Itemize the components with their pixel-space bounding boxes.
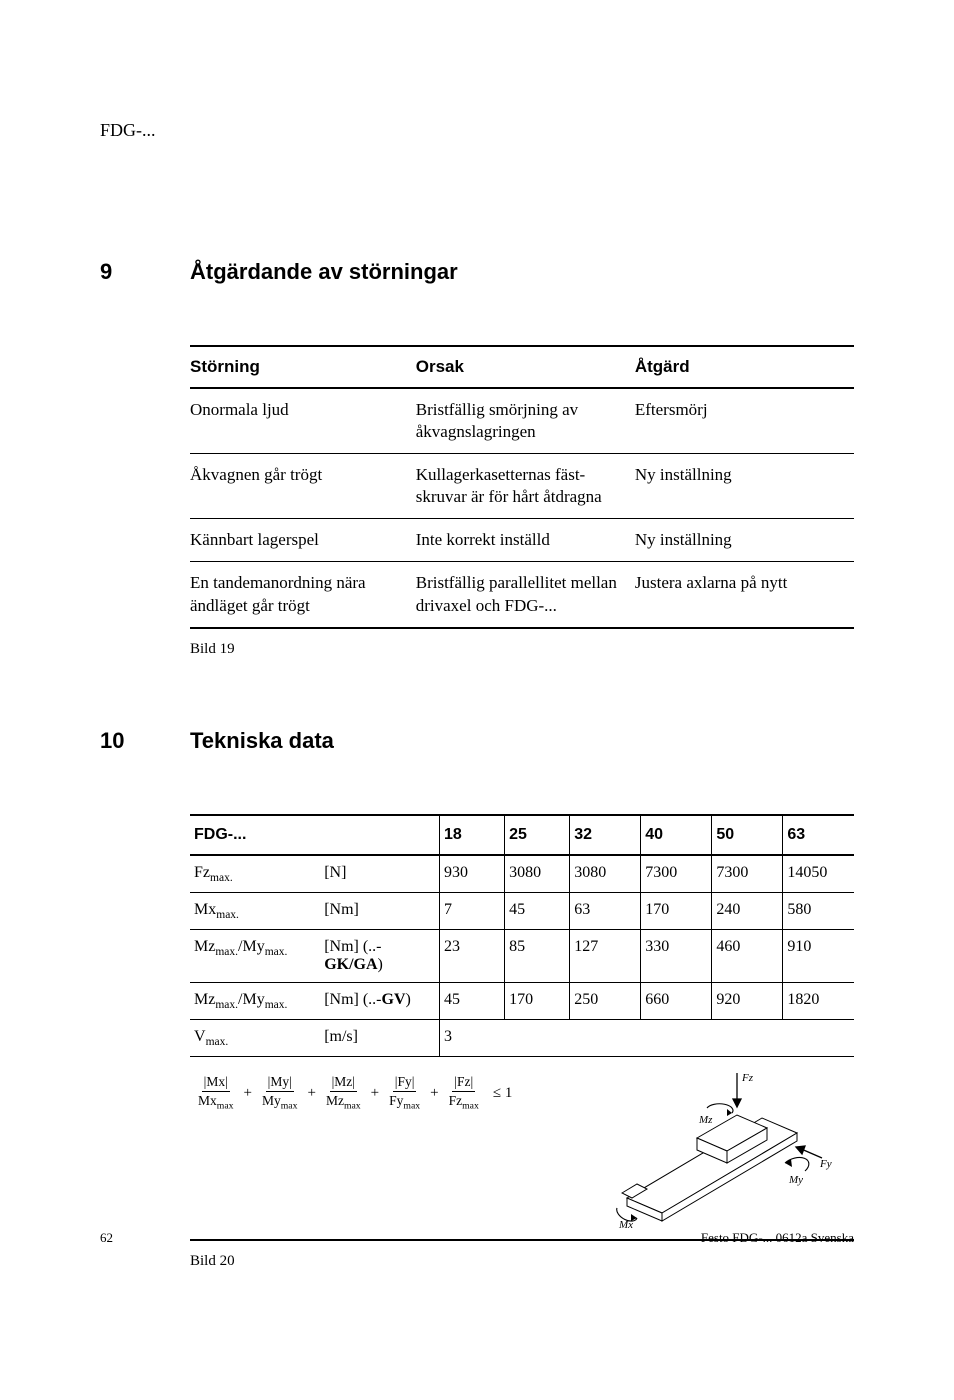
axis-diagram-icon: Fz Mz bbox=[587, 1063, 837, 1228]
section-9-title: Åtgärdande av störningar bbox=[190, 259, 854, 285]
svg-text:My: My bbox=[788, 1174, 803, 1186]
tech-header-size: 40 bbox=[641, 815, 712, 855]
tech-label: Fzmax. bbox=[190, 855, 320, 893]
tech-value: 170 bbox=[641, 892, 712, 929]
doc-header-ref: FDG-... bbox=[100, 120, 854, 141]
tech-header-label: FDG-... bbox=[190, 815, 440, 855]
tech-value: 330 bbox=[641, 930, 712, 983]
svg-text:Mx: Mx bbox=[618, 1219, 633, 1228]
tech-value: 1820 bbox=[783, 983, 854, 1020]
tech-unit: [m/s] bbox=[320, 1020, 439, 1057]
tech-label: Vmax. bbox=[190, 1020, 320, 1057]
page-number: 62 bbox=[100, 1230, 113, 1246]
section-10: 10 Tekniska data FDG-... 18 25 32 40 50 … bbox=[100, 728, 854, 1271]
trouble-cell: Åkvagnen går trögt bbox=[190, 454, 416, 519]
table-row: Mzmax./Mymax. [Nm] (..-GV) 45 170 250 66… bbox=[190, 983, 854, 1020]
troubleshooting-table: Störning Orsak Åtgärd Onormala ljud Bris… bbox=[190, 345, 854, 629]
technical-data-table: FDG-... 18 25 32 40 50 63 Fzmax. [N] 930 bbox=[190, 814, 854, 1242]
trouble-cell: Bristfällig smörjning av åkvagnslagringe… bbox=[416, 388, 635, 454]
tech-value: 85 bbox=[505, 930, 570, 983]
tech-value: 250 bbox=[570, 983, 641, 1020]
trouble-cell: Bristfällig parallellitet mellan drivaxe… bbox=[416, 562, 635, 628]
tech-value: 660 bbox=[641, 983, 712, 1020]
table-row: Kännbart lagerspel Inte korrekt inställd… bbox=[190, 519, 854, 562]
svg-text:Fy: Fy bbox=[819, 1158, 832, 1170]
trouble-cell: Ny inställning bbox=[635, 519, 854, 562]
tech-value: 127 bbox=[570, 930, 641, 983]
tech-value: 170 bbox=[505, 983, 570, 1020]
table-row: Mzmax./Mymax. [Nm] (..-GK/GA) 23 85 127 … bbox=[190, 930, 854, 983]
tech-value: 3 bbox=[440, 1020, 854, 1057]
tech-header-size: 32 bbox=[570, 815, 641, 855]
tech-label: Mxmax. bbox=[190, 892, 320, 929]
tech-value: 920 bbox=[712, 983, 783, 1020]
tech-value: 23 bbox=[440, 930, 505, 983]
tech-value: 14050 bbox=[783, 855, 854, 893]
table-row: Onormala ljud Bristfällig smörjning av å… bbox=[190, 388, 854, 454]
table-row: En tandemanordning nära ändläget går trö… bbox=[190, 562, 854, 628]
table-row: Fzmax. [N] 930 3080 3080 7300 7300 14050 bbox=[190, 855, 854, 893]
table-row-formula: |Mx| Mxmax + |My| Mymax + |M bbox=[190, 1057, 854, 1241]
trouble-header-storning: Störning bbox=[190, 346, 416, 388]
trouble-cell: Kullagerkasetternas fäst­skruvar är för … bbox=[416, 454, 635, 519]
tech-value: 7 bbox=[440, 892, 505, 929]
tech-header-size: 50 bbox=[712, 815, 783, 855]
table-row: Vmax. [m/s] 3 bbox=[190, 1020, 854, 1057]
tech-value: 930 bbox=[440, 855, 505, 893]
tech-value: 63 bbox=[570, 892, 641, 929]
section-10-number: 10 bbox=[100, 728, 190, 1271]
figure-20-caption: Bild 20 bbox=[190, 1253, 854, 1270]
tech-value: 460 bbox=[712, 930, 783, 983]
trouble-cell: Inte korrekt inställd bbox=[416, 519, 635, 562]
svg-text:Mz: Mz bbox=[698, 1114, 713, 1126]
tech-header-size: 63 bbox=[783, 815, 854, 855]
trouble-cell: Ny inställning bbox=[635, 454, 854, 519]
tech-value: 45 bbox=[505, 892, 570, 929]
section-10-title: Tekniska data bbox=[190, 728, 854, 754]
table-row: Mxmax. [Nm] 7 45 63 170 240 580 bbox=[190, 892, 854, 929]
tech-label: Mzmax./Mymax. bbox=[190, 983, 320, 1020]
tech-value: 3080 bbox=[570, 855, 641, 893]
tech-header-size: 18 bbox=[440, 815, 505, 855]
tech-unit: [Nm] bbox=[320, 892, 439, 929]
figure-19-caption: Bild 19 bbox=[190, 641, 854, 658]
tech-unit: [N] bbox=[320, 855, 439, 893]
table-row: Åkvagnen går trögt Kullagerkasetternas f… bbox=[190, 454, 854, 519]
load-formula: |Mx| Mxmax + |My| Mymax + |M bbox=[196, 1075, 564, 1111]
svg-text:Fz: Fz bbox=[741, 1072, 754, 1084]
trouble-cell: En tandemanordning nära ändläget går trö… bbox=[190, 562, 416, 628]
page-footer: 62 Festo FDG-... 0612a Svenska bbox=[100, 1230, 854, 1246]
tech-value: 7300 bbox=[712, 855, 783, 893]
tech-value: 910 bbox=[783, 930, 854, 983]
tech-header-size: 25 bbox=[505, 815, 570, 855]
tech-value: 240 bbox=[712, 892, 783, 929]
section-9-number: 9 bbox=[100, 259, 190, 658]
trouble-header-atgard: Åtgärd bbox=[635, 346, 854, 388]
section-9: 9 Åtgärdande av störningar Störning Orsa… bbox=[100, 259, 854, 658]
tech-value: 45 bbox=[440, 983, 505, 1020]
trouble-header-orsak: Orsak bbox=[416, 346, 635, 388]
tech-label: Mzmax./Mymax. bbox=[190, 930, 320, 983]
tech-unit: [Nm] (..-GV) bbox=[320, 983, 439, 1020]
tech-value: 3080 bbox=[505, 855, 570, 893]
trouble-cell: Eftersmörj bbox=[635, 388, 854, 454]
doc-reference: Festo FDG-... 0612a Svenska bbox=[701, 1230, 854, 1246]
trouble-cell: Onormala ljud bbox=[190, 388, 416, 454]
trouble-cell: Justera axlarna på nytt bbox=[635, 562, 854, 628]
tech-unit: [Nm] (..-GK/GA) bbox=[320, 930, 439, 983]
tech-value: 7300 bbox=[641, 855, 712, 893]
tech-value: 580 bbox=[783, 892, 854, 929]
trouble-cell: Kännbart lagerspel bbox=[190, 519, 416, 562]
